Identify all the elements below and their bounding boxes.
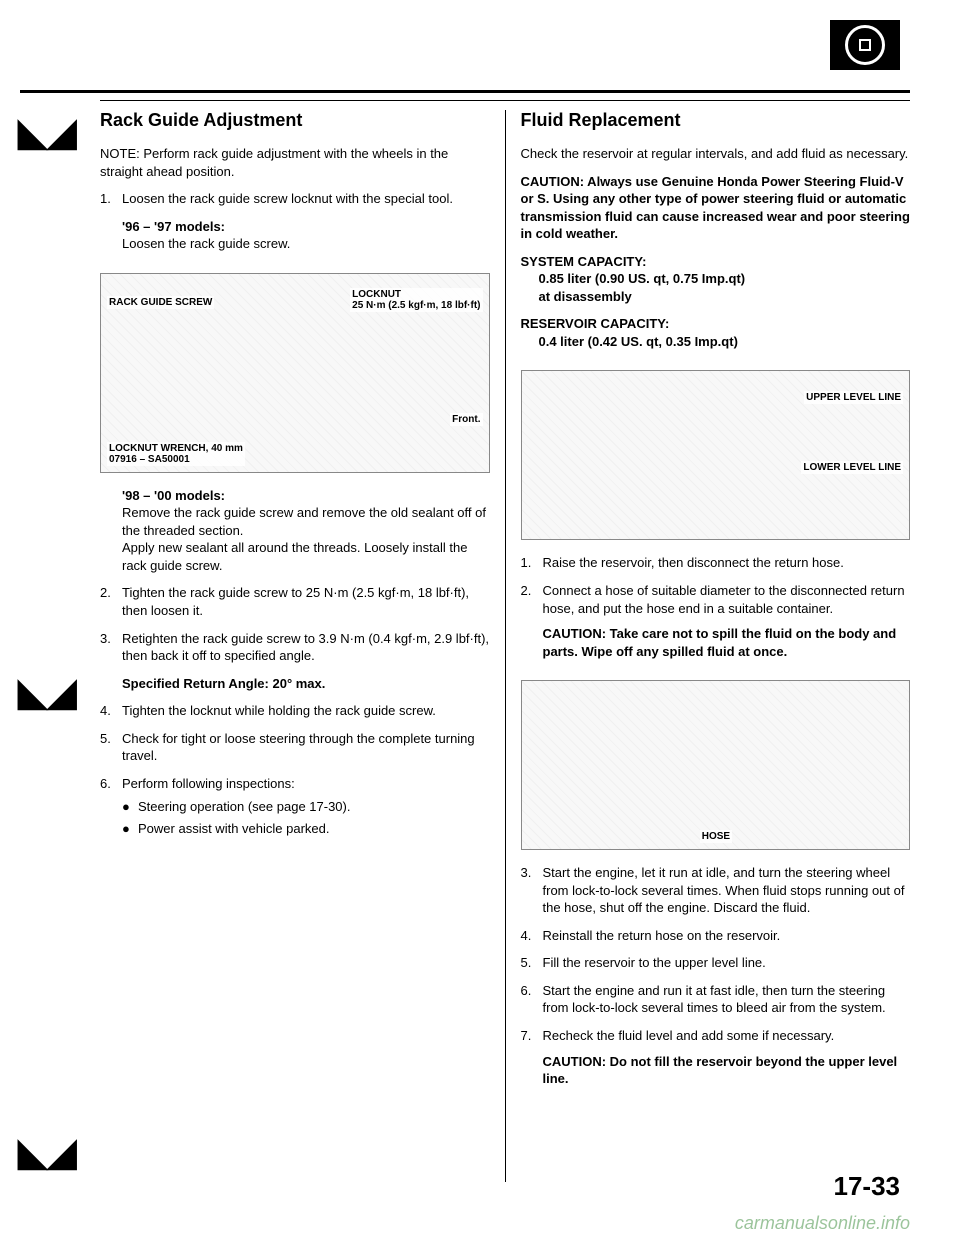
step-text: Retighten the rack guide screw to 3.9 N·… (122, 630, 490, 665)
step-item: 3. Start the engine, let it run at idle,… (521, 864, 911, 917)
step-number: 3. (521, 864, 543, 917)
step-text: Recheck the fluid level and add some if … (543, 1027, 911, 1088)
step-item: 7. Recheck the fluid level and add some … (521, 1027, 911, 1088)
caution-2: CAUTION: Take care not to spill the flui… (543, 625, 911, 660)
step-text: Raise the reservoir, then disconnect the… (543, 554, 911, 572)
left-steps-cont2: 4. Tighten the locknut while holding the… (100, 702, 490, 851)
bullet-item: ●Power assist with vehicle parked. (122, 820, 490, 838)
step-item: 4. Tighten the locknut while holding the… (100, 702, 490, 720)
caution-3: CAUTION: Do not fill the reservoir beyon… (543, 1053, 911, 1088)
step-number: 7. (521, 1027, 543, 1088)
bullet-dot: ● (122, 820, 138, 838)
sys-cap-label: SYSTEM CAPACITY: (521, 254, 647, 269)
step-text: Start the engine and run it at fast idle… (543, 982, 911, 1017)
fig-label: HOSE (700, 830, 732, 843)
step-item: 5. Check for tight or loose steering thr… (100, 730, 490, 765)
side-tab-icon: ◣◢ (18, 1130, 76, 1175)
fig-label: LOCKNUT 25 N·m (2.5 kgf·m, 18 lbf·ft) (350, 288, 482, 312)
fig-label: LOCKNUT WRENCH, 40 mm 07916 – SA50001 (107, 442, 245, 466)
system-capacity: SYSTEM CAPACITY: 0.85 liter (0.90 US. qt… (521, 253, 911, 306)
step-item: 4. Reinstall the return hose on the rese… (521, 927, 911, 945)
bullet-text: Steering operation (see page 17-30). (138, 798, 350, 816)
res-cap-value: 0.4 liter (0.42 US. qt, 0.35 Imp.qt) (521, 333, 738, 351)
figure-hose: HOSE (521, 680, 911, 850)
fig-label: UPPER LEVEL LINE (804, 391, 903, 404)
step-text: Start the engine, let it run at idle, an… (543, 864, 911, 917)
bullet-text: Power assist with vehicle parked. (138, 820, 329, 838)
model-block-b: '98 – '00 models: Remove the rack guide … (122, 487, 490, 575)
step-text: Tighten the locknut while holding the ra… (122, 702, 490, 720)
step-number: 2. (100, 584, 122, 619)
model-text: Loosen the rack guide screw. (122, 235, 490, 253)
header-logo-box (830, 20, 900, 70)
step-item: 2. Connect a hose of suitable diameter t… (521, 582, 911, 660)
side-tab-icon: ◣◢ (18, 670, 76, 715)
left-steps: 1. Loosen the rack guide screw locknut w… (100, 190, 490, 218)
step-text: Tighten the rack guide screw to 25 N·m (… (122, 584, 490, 619)
left-column: Rack Guide Adjustment NOTE: Perform rack… (100, 110, 506, 1182)
step-text: Reinstall the return hose on the reservo… (543, 927, 911, 945)
step-item: 3. Retighten the rack guide screw to 3.9… (100, 630, 490, 665)
right-intro: Check the reservoir at regular intervals… (521, 145, 911, 163)
right-title: Fluid Replacement (521, 110, 911, 131)
content-columns: Rack Guide Adjustment NOTE: Perform rack… (100, 110, 910, 1182)
step-text: Check for tight or loose steering throug… (122, 730, 490, 765)
right-column: Fluid Replacement Check the reservoir at… (506, 110, 911, 1182)
res-cap-label: RESERVOIR CAPACITY: (521, 316, 670, 331)
model-label: '96 – '97 models: (122, 218, 490, 236)
watermark: carmanualsonline.info (735, 1213, 910, 1234)
step-number: 6. (521, 982, 543, 1017)
reservoir-capacity: RESERVOIR CAPACITY: 0.4 liter (0.42 US. … (521, 315, 911, 350)
step-number: 6. (100, 775, 122, 842)
step-text: Fill the reservoir to the upper level li… (543, 954, 911, 972)
step-item: 5. Fill the reservoir to the upper level… (521, 954, 911, 972)
step-text-inner: Perform following inspections: (122, 776, 295, 791)
step-text: Connect a hose of suitable diameter to t… (543, 582, 911, 660)
step-number: 4. (521, 927, 543, 945)
figure-reservoir: UPPER LEVEL LINE LOWER LEVEL LINE (521, 370, 911, 540)
top-rule-thin (100, 100, 910, 101)
model-text: Remove the rack guide screw and remove t… (122, 504, 490, 574)
left-note: NOTE: Perform rack guide adjustment with… (100, 145, 490, 180)
fig-label: LOWER LEVEL LINE (801, 461, 903, 474)
step-number: 1. (521, 554, 543, 572)
header-logo-square (859, 39, 871, 51)
step-text: Perform following inspections: ●Steering… (122, 775, 490, 842)
step-number: 2. (521, 582, 543, 660)
bullet-list: ●Steering operation (see page 17-30). ●P… (122, 798, 490, 837)
header-logo-ring (845, 25, 885, 65)
step-item: 1. Loosen the rack guide screw locknut w… (100, 190, 490, 208)
left-steps-cont: 2. Tighten the rack guide screw to 25 N·… (100, 584, 490, 674)
step-number: 3. (100, 630, 122, 665)
step-text-inner: Recheck the fluid level and add some if … (543, 1028, 835, 1043)
bullet-dot: ● (122, 798, 138, 816)
step-item: 6. Perform following inspections: ●Steer… (100, 775, 490, 842)
page-number: 17-33 (834, 1171, 901, 1202)
spec-angle: Specified Return Angle: 20° max. (122, 675, 490, 693)
step-number: 4. (100, 702, 122, 720)
step-item: 1. Raise the reservoir, then disconnect … (521, 554, 911, 572)
fig-label: Front. (450, 413, 482, 426)
sys-cap-value: 0.85 liter (0.90 US. qt, 0.75 Imp.qt) at… (521, 270, 746, 305)
side-tab-icon: ◣◢ (18, 110, 76, 155)
figure-rack-guide: RACK GUIDE SCREW LOCKNUT 25 N·m (2.5 kgf… (100, 273, 490, 473)
model-label: '98 – '00 models: (122, 487, 490, 505)
right-steps: 1. Raise the reservoir, then disconnect … (521, 554, 911, 670)
left-title: Rack Guide Adjustment (100, 110, 490, 131)
step-item: 6. Start the engine and run it at fast i… (521, 982, 911, 1017)
top-rule-thick (20, 90, 910, 93)
model-block-a: '96 – '97 models: Loosen the rack guide … (122, 218, 490, 253)
step-number: 1. (100, 190, 122, 208)
step-text-inner: Connect a hose of suitable diameter to t… (543, 583, 905, 616)
step-number: 5. (521, 954, 543, 972)
step-number: 5. (100, 730, 122, 765)
fig-label: RACK GUIDE SCREW (107, 296, 214, 309)
step-item: 2. Tighten the rack guide screw to 25 N·… (100, 584, 490, 619)
step-text: Loosen the rack guide screw locknut with… (122, 190, 490, 208)
right-steps-cont: 3. Start the engine, let it run at idle,… (521, 864, 911, 1097)
bullet-item: ●Steering operation (see page 17-30). (122, 798, 490, 816)
caution-1: CAUTION: Always use Genuine Honda Power … (521, 173, 911, 243)
